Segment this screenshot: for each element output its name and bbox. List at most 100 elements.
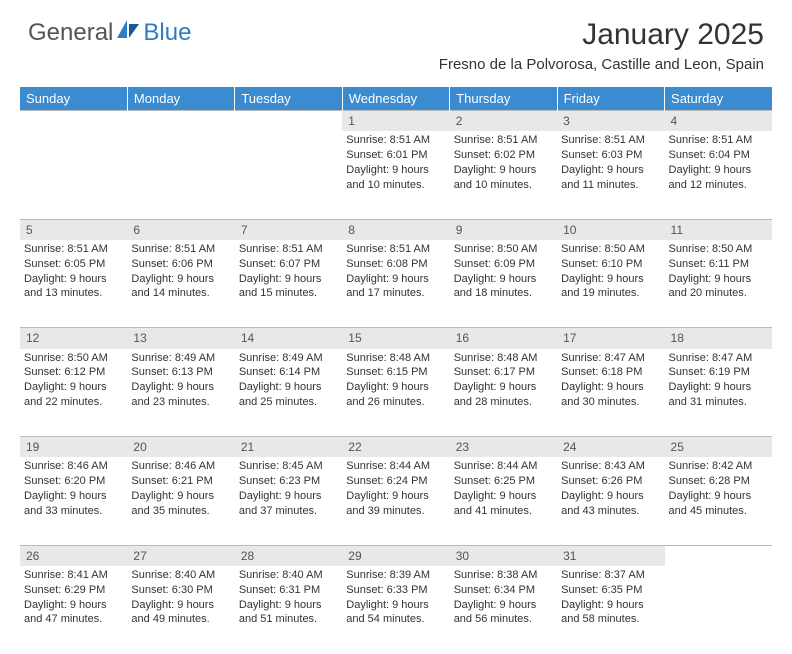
day-cell: Sunrise: 8:43 AMSunset: 6:26 PMDaylight:… bbox=[557, 457, 664, 545]
day2-text: and 35 minutes. bbox=[131, 504, 230, 519]
day-number-cell: 26 bbox=[20, 545, 127, 566]
day-content-row: Sunrise: 8:51 AMSunset: 6:01 PM Daylight:… bbox=[20, 131, 772, 219]
sunrise-text: Sunrise: 8:49 AM bbox=[131, 351, 230, 366]
day2-text: and 30 minutes. bbox=[561, 395, 660, 410]
day1-text: Daylight: 9 hours bbox=[346, 380, 445, 395]
sunset-text: Sunset: 6:09 PM bbox=[454, 257, 553, 272]
sunset-text: Sunset: 6:28 PM bbox=[669, 474, 768, 489]
sunset-text: Sunset: 6:01 PM bbox=[346, 148, 445, 163]
day-cell: Sunrise: 8:48 AMSunset: 6:15 PMDaylight:… bbox=[342, 349, 449, 437]
sail-icon bbox=[115, 18, 141, 47]
day2-text: and 11 minutes. bbox=[561, 178, 660, 193]
day-cell: Sunrise: 8:40 AMSunset: 6:30 PMDaylight:… bbox=[127, 566, 234, 654]
weekday-header: Monday bbox=[127, 87, 234, 111]
sunset-text: Sunset: 6:18 PM bbox=[561, 365, 660, 380]
day1-text: Daylight: 9 hours bbox=[24, 380, 123, 395]
day-number-cell: 25 bbox=[665, 437, 772, 458]
sunrise-text: Sunrise: 8:48 AM bbox=[346, 351, 445, 366]
day2-text: and 31 minutes. bbox=[669, 395, 768, 410]
sunset-text: Sunset: 6:10 PM bbox=[561, 257, 660, 272]
sunset-text: Sunset: 6:15 PM bbox=[346, 365, 445, 380]
sunrise-text: Sunrise: 8:39 AM bbox=[346, 568, 445, 583]
sunset-text: Sunset: 6:21 PM bbox=[131, 474, 230, 489]
sunrise-text: Sunrise: 8:48 AM bbox=[454, 351, 553, 366]
day1-text: Daylight: 9 hours bbox=[561, 163, 660, 178]
day-number-cell: 3 bbox=[557, 111, 664, 132]
day1-text: Daylight: 9 hours bbox=[669, 163, 768, 178]
day2-text: and 28 minutes. bbox=[454, 395, 553, 410]
sunrise-text: Sunrise: 8:44 AM bbox=[346, 459, 445, 474]
day-cell: Sunrise: 8:39 AMSunset: 6:33 PMDaylight:… bbox=[342, 566, 449, 654]
day1-text: Daylight: 9 hours bbox=[346, 598, 445, 613]
day2-text: and 20 minutes. bbox=[669, 286, 768, 301]
sunrise-text: Sunrise: 8:51 AM bbox=[239, 242, 338, 257]
sunset-text: Sunset: 6:17 PM bbox=[454, 365, 553, 380]
sunset-text: Sunset: 6:13 PM bbox=[131, 365, 230, 380]
day1-text: Daylight: 9 hours bbox=[24, 489, 123, 504]
day1-text: Daylight: 9 hours bbox=[131, 380, 230, 395]
day-cell: Sunrise: 8:51 AMSunset: 6:08 PMDaylight:… bbox=[342, 240, 449, 328]
location-subtitle: Fresno de la Polvorosa, Castille and Leo… bbox=[439, 56, 764, 73]
day-number-cell: 9 bbox=[450, 219, 557, 240]
weekday-header: Tuesday bbox=[235, 87, 342, 111]
day-cell: Sunrise: 8:49 AMSunset: 6:13 PMDaylight:… bbox=[127, 349, 234, 437]
day-number-row: 12131415161718 bbox=[20, 328, 772, 349]
day-cell: Sunrise: 8:50 AMSunset: 6:11 PMDaylight:… bbox=[665, 240, 772, 328]
day-number-cell bbox=[665, 545, 772, 566]
day2-text: and 10 minutes. bbox=[454, 178, 553, 193]
day2-text: and 15 minutes. bbox=[239, 286, 338, 301]
day2-text: and 43 minutes. bbox=[561, 504, 660, 519]
day1-text: Daylight: 9 hours bbox=[131, 489, 230, 504]
sunrise-text: Sunrise: 8:50 AM bbox=[24, 351, 123, 366]
day-number-cell: 28 bbox=[235, 545, 342, 566]
day1-text: Daylight: 9 hours bbox=[346, 489, 445, 504]
day-cell bbox=[665, 566, 772, 654]
sunset-text: Sunset: 6:23 PM bbox=[239, 474, 338, 489]
sunset-text: Sunset: 6:30 PM bbox=[131, 583, 230, 598]
sunset-text: Sunset: 6:05 PM bbox=[24, 257, 123, 272]
weekday-header-row: Sunday Monday Tuesday Wednesday Thursday… bbox=[20, 87, 772, 111]
day-number-row: 19202122232425 bbox=[20, 437, 772, 458]
day-number-cell: 1 bbox=[342, 111, 449, 132]
day-number-cell: 22 bbox=[342, 437, 449, 458]
day-number-cell: 31 bbox=[557, 545, 664, 566]
sunset-text: Sunset: 6:25 PM bbox=[454, 474, 553, 489]
sunrise-text: Sunrise: 8:50 AM bbox=[561, 242, 660, 257]
sunrise-text: Sunrise: 8:40 AM bbox=[239, 568, 338, 583]
sunset-text: Sunset: 6:24 PM bbox=[346, 474, 445, 489]
day1-text: Daylight: 9 hours bbox=[454, 272, 553, 287]
day-cell: Sunrise: 8:51 AMSunset: 6:04 PMDaylight:… bbox=[665, 131, 772, 219]
day-number-cell: 6 bbox=[127, 219, 234, 240]
day-cell bbox=[235, 131, 342, 219]
sunrise-text: Sunrise: 8:50 AM bbox=[454, 242, 553, 257]
sunrise-text: Sunrise: 8:40 AM bbox=[131, 568, 230, 583]
day-number-cell: 20 bbox=[127, 437, 234, 458]
day-cell: Sunrise: 8:45 AMSunset: 6:23 PMDaylight:… bbox=[235, 457, 342, 545]
day-number-row: 1234 bbox=[20, 111, 772, 132]
day-cell: Sunrise: 8:48 AMSunset: 6:17 PMDaylight:… bbox=[450, 349, 557, 437]
day-content-row: Sunrise: 8:51 AM Sunset: 6:05 PM Daylight:… bbox=[20, 240, 772, 328]
day2-text: and 51 minutes. bbox=[239, 612, 338, 627]
sunrise-text: Sunrise: 8:44 AM bbox=[454, 459, 553, 474]
day2-text: and 18 minutes. bbox=[454, 286, 553, 301]
sunrise-text: Sunrise: 8:51 AM bbox=[346, 133, 445, 148]
day-number-cell: 24 bbox=[557, 437, 664, 458]
day2-text: and 19 minutes. bbox=[561, 286, 660, 301]
day2-text: and 10 minutes. bbox=[346, 178, 445, 193]
day-number-cell: 16 bbox=[450, 328, 557, 349]
day1-text: Daylight: 9 hours bbox=[561, 598, 660, 613]
sunrise-text: Sunrise: 8:49 AM bbox=[239, 351, 338, 366]
day1-text: Daylight: 9 hours bbox=[669, 380, 768, 395]
day1-text: Daylight: 9 hours bbox=[561, 489, 660, 504]
day-content-row: Sunrise: 8:46 AMSunset: 6:20 PMDaylight:… bbox=[20, 457, 772, 545]
day1-text: Daylight: 9 hours bbox=[239, 489, 338, 504]
sunset-text: Sunset: 6:26 PM bbox=[561, 474, 660, 489]
day-number-cell: 27 bbox=[127, 545, 234, 566]
day2-text: and 45 minutes. bbox=[669, 504, 768, 519]
day2-text: and 33 minutes. bbox=[24, 504, 123, 519]
day2-text: and 23 minutes. bbox=[131, 395, 230, 410]
day-number-cell: 15 bbox=[342, 328, 449, 349]
sunrise-text: Sunrise: 8:38 AM bbox=[454, 568, 553, 583]
day-cell: Sunrise: 8:51 AMSunset: 6:03 PMDaylight:… bbox=[557, 131, 664, 219]
day-cell: Sunrise: 8:51 AMSunset: 6:06 PMDaylight:… bbox=[127, 240, 234, 328]
